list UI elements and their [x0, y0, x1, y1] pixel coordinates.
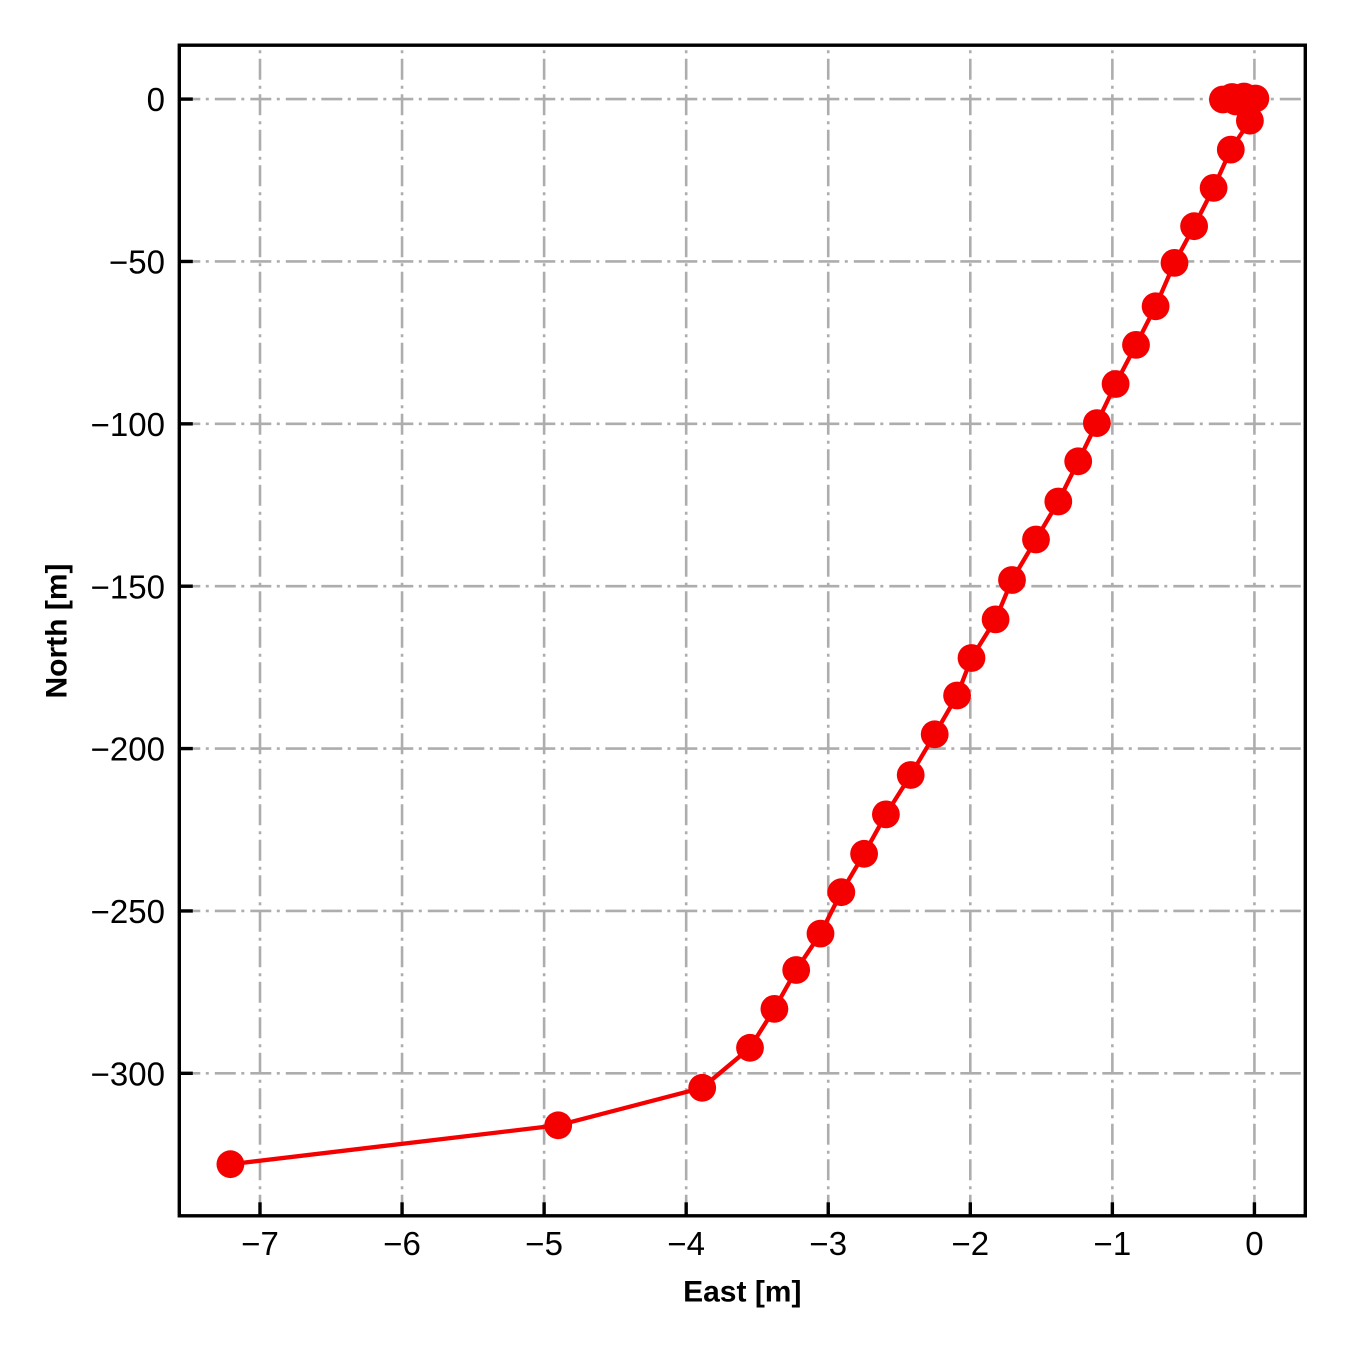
svg-text:−250: −250	[91, 893, 165, 930]
svg-text:−7: −7	[241, 1225, 279, 1262]
svg-text:North [m]: North [m]	[41, 564, 74, 699]
svg-text:−3: −3	[809, 1225, 847, 1262]
svg-text:−2: −2	[951, 1225, 989, 1262]
svg-text:−300: −300	[91, 1055, 165, 1092]
svg-text:0: 0	[1245, 1225, 1263, 1262]
svg-text:−50: −50	[109, 244, 165, 281]
svg-text:−5: −5	[525, 1225, 563, 1262]
svg-text:−1: −1	[1094, 1225, 1132, 1262]
svg-text:−4: −4	[667, 1225, 705, 1262]
svg-text:−200: −200	[91, 731, 165, 768]
svg-text:−150: −150	[91, 568, 165, 605]
svg-text:−100: −100	[91, 406, 165, 443]
svg-text:East [m]: East [m]	[683, 1275, 801, 1308]
svg-text:−6: −6	[383, 1225, 421, 1262]
svg-text:0: 0	[147, 81, 165, 118]
